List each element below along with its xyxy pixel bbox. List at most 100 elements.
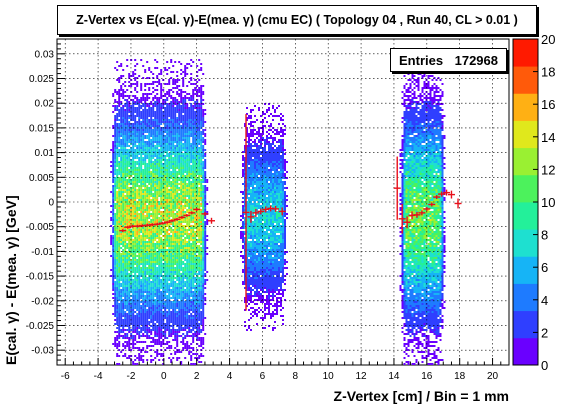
- heatmap-cell: [188, 289, 191, 291]
- heatmap-cell: [132, 219, 135, 221]
- heatmap-cell: [164, 109, 167, 111]
- heatmap-cell: [140, 121, 143, 123]
- heatmap-cell: [176, 147, 179, 149]
- heatmap-cell: [130, 261, 133, 263]
- heatmap-cell: [174, 315, 177, 317]
- heatmap-cell: [182, 281, 185, 283]
- heatmap-cell: [158, 235, 161, 237]
- heatmap-cell: [152, 263, 155, 265]
- heatmap-cell: [144, 287, 147, 289]
- heatmap-cell: [156, 75, 159, 77]
- heatmap-cell: [116, 211, 119, 213]
- heatmap-cell: [148, 129, 151, 131]
- heatmap-cell: [168, 137, 171, 139]
- heatmap-cell: [134, 117, 137, 119]
- heatmap-cell: [166, 173, 169, 175]
- heatmap-cell: [152, 87, 155, 89]
- heatmap-cell: [176, 317, 179, 319]
- heatmap-cell: [158, 157, 161, 159]
- heatmap-cell: [116, 315, 119, 317]
- heatmap-cell: [132, 71, 135, 73]
- heatmap-cell: [188, 251, 191, 253]
- heatmap-cell: [152, 221, 155, 223]
- heatmap-cell: [184, 157, 187, 159]
- heatmap-cell: [180, 163, 183, 165]
- heatmap-cell: [154, 221, 157, 223]
- heatmap-cell: [150, 125, 153, 127]
- heatmap-cell: [164, 279, 167, 281]
- heatmap-cell: [150, 243, 153, 245]
- heatmap-cell: [162, 323, 165, 325]
- heatmap-cell: [168, 83, 171, 85]
- heatmap-cell: [192, 253, 195, 255]
- heatmap-cell: [118, 327, 121, 329]
- heatmap-cell: [186, 305, 189, 307]
- heatmap-cell: [184, 255, 187, 257]
- heatmap-cell: [144, 99, 147, 101]
- heatmap-cell: [138, 189, 141, 191]
- heatmap-cell: [184, 313, 187, 315]
- heatmap-cell: [180, 307, 183, 309]
- heatmap-cell: [140, 111, 143, 113]
- heatmap-cell: [170, 135, 173, 137]
- heatmap-cell: [174, 161, 177, 163]
- heatmap-cell: [126, 209, 129, 211]
- heatmap-cell: [138, 307, 141, 309]
- heatmap-cell: [168, 267, 171, 269]
- heatmap-cell: [172, 313, 175, 315]
- heatmap-cell: [154, 339, 157, 341]
- heatmap-cell: [124, 247, 127, 249]
- heatmap-cell: [128, 203, 131, 205]
- heatmap-cell: [140, 139, 143, 141]
- heatmap-cell: [160, 293, 163, 295]
- heatmap-cell: [154, 351, 157, 353]
- heatmap-cell: [148, 273, 151, 275]
- heatmap-cell: [112, 197, 115, 199]
- heatmap-cell: [184, 161, 187, 163]
- heatmap-cell: [174, 175, 177, 177]
- heatmap-cell: [164, 171, 167, 173]
- heatmap-cell: [154, 181, 157, 183]
- heatmap-cell: [140, 249, 143, 251]
- heatmap-cell: [170, 249, 173, 251]
- heatmap-cell: [134, 253, 137, 255]
- heatmap-cell: [160, 193, 163, 195]
- heatmap-cell: [126, 211, 129, 213]
- heatmap-cell: [150, 293, 153, 295]
- heatmap-cell: [154, 285, 157, 287]
- heatmap-cell: [188, 121, 191, 123]
- heatmap-cell: [148, 105, 151, 107]
- heatmap-cell: [172, 263, 175, 265]
- heatmap-cell: [114, 161, 117, 163]
- heatmap-cell: [150, 163, 153, 165]
- heatmap-cell: [118, 209, 121, 211]
- heatmap-cell: [174, 135, 177, 137]
- heatmap-cell: [138, 285, 141, 287]
- heatmap-cell: [136, 293, 139, 295]
- heatmap-cell: [134, 347, 137, 349]
- heatmap-cell: [152, 233, 155, 235]
- heatmap-cell: [136, 203, 139, 205]
- heatmap-cell: [148, 187, 151, 189]
- heatmap-cell: [168, 271, 171, 273]
- heatmap-cell: [116, 251, 119, 253]
- heatmap-cell: [166, 115, 169, 117]
- heatmap-cell: [156, 149, 159, 151]
- heatmap-cell: [126, 149, 129, 151]
- heatmap-cell: [148, 69, 151, 71]
- heatmap-cell: [128, 101, 131, 103]
- heatmap-cell: [146, 99, 149, 101]
- heatmap-cell: [144, 93, 147, 95]
- heatmap-cell: [164, 315, 167, 317]
- heatmap-cell: [152, 77, 155, 79]
- heatmap-cell: [170, 193, 173, 195]
- heatmap-cell: [154, 325, 157, 327]
- heatmap-cell: [116, 289, 119, 291]
- heatmap-cell: [126, 257, 129, 259]
- heatmap-cell: [150, 151, 153, 153]
- heatmap-cell: [138, 231, 141, 233]
- heatmap-cell: [178, 129, 181, 131]
- heatmap-cell: [130, 265, 133, 267]
- heatmap-cell: [178, 115, 181, 117]
- heatmap-cell: [182, 145, 185, 147]
